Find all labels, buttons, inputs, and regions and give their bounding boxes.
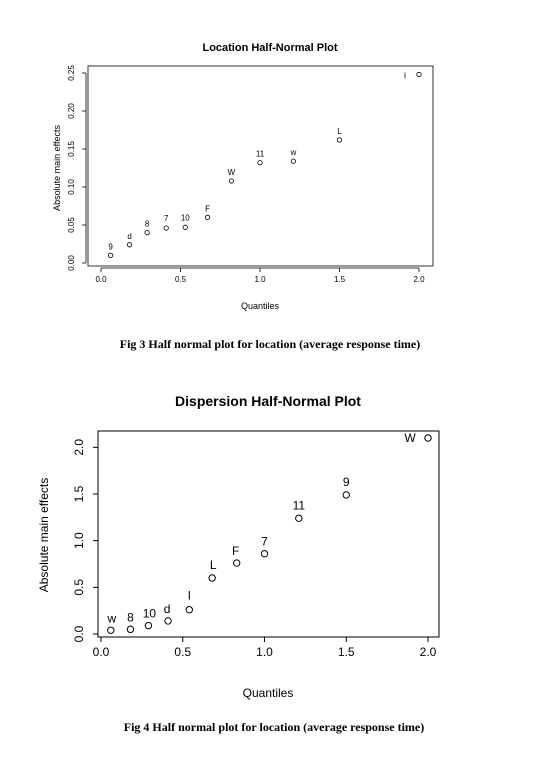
chart1-x-axis: 0.0 0.5 1.0 1.5 2.0 <box>95 267 425 284</box>
chart2-y-tick-label: 0.0 <box>72 625 86 642</box>
chart2-data-point <box>342 491 350 499</box>
chart1-data-point <box>416 71 422 78</box>
chart1-data-point <box>127 242 133 248</box>
chart2-point-label: d <box>164 602 171 616</box>
chart2-title: Dispersion Half-Normal Plot <box>175 393 361 409</box>
chart1-y-tick-label: 0.10 <box>67 179 76 195</box>
chart2-data-point <box>185 606 193 614</box>
chart2-point-label: F <box>232 544 239 558</box>
location-half-normal-chart: Location Half-Normal Plot 0.0 0.5 1.0 1.5 2.… <box>52 42 434 351</box>
chart2-point-label: I <box>188 589 191 603</box>
chart2-x-tick-label: 1.0 <box>256 645 273 659</box>
chart1-point-label: 9 <box>108 242 113 251</box>
chart2-y-tick-label: 2.0 <box>72 439 86 456</box>
chart1-point-label: I <box>404 72 406 81</box>
chart1-x-tick-label: 1.5 <box>334 275 346 284</box>
chart1-x-label: Quantiles <box>241 301 280 311</box>
chart2-point-label: 8 <box>127 610 134 624</box>
chart1-y-tick-label: 0.25 <box>67 65 76 81</box>
chart1-data-point <box>204 214 211 220</box>
chart1-point-label: w <box>289 148 296 157</box>
chart2-y-tick-label: 0.5 <box>72 579 86 596</box>
chart1-point-label: d <box>127 232 131 241</box>
chart1-point-label: L <box>337 127 342 136</box>
chart2-x-label: Quantiles <box>243 686 294 700</box>
chart1-data-point <box>228 178 234 184</box>
chart2-data-point <box>144 621 153 630</box>
chart2-x-axis: 0.0 0.5 1.0 1.5 2.0 <box>93 636 437 659</box>
chart2-data-point <box>126 625 135 634</box>
chart2-point-label: W <box>404 431 416 445</box>
chart1-title: Location Half-Normal Plot <box>202 42 337 54</box>
chart1-y-tick-label: 0.05 <box>67 217 76 233</box>
chart1-data-point <box>290 158 296 164</box>
chart2-point-label: w <box>106 611 116 625</box>
chart2-data-point <box>260 550 269 558</box>
chart1-data-point <box>144 230 150 236</box>
chart2-data-point <box>208 574 216 582</box>
chart2-data-point <box>295 514 303 522</box>
chart1-plot-frame <box>87 65 434 267</box>
chart1-point-label: 8 <box>145 220 150 229</box>
chart1-point-label: 7 <box>164 214 169 223</box>
chart1-point-label: 11 <box>256 150 265 159</box>
chart2-point-label: 7 <box>261 535 268 549</box>
chart2-points: w 8 10 d I L F 7 11 9 W <box>106 431 432 634</box>
chart2-data-point <box>164 617 172 625</box>
chart1-data-point <box>107 252 114 258</box>
chart2-point-label: 11 <box>293 498 306 512</box>
chart1-points: 9 d 8 7 10 F W 11 w L I <box>107 71 422 258</box>
chart1-point-label: F <box>205 204 210 213</box>
chart1-y-tick-label: 0.15 <box>67 141 76 157</box>
chart1-y-tick-label: 0.00 <box>67 255 76 271</box>
chart2-data-point <box>107 626 115 634</box>
chart2-point-label: L <box>210 558 217 572</box>
chart1-x-tick-label: 0.5 <box>175 275 187 284</box>
chart2-y-label: Absolute main effects <box>37 478 51 593</box>
chart2-point-label: 10 <box>143 607 157 621</box>
chart2-x-tick-label: 2.0 <box>420 645 437 659</box>
chart2-data-point <box>233 559 241 567</box>
chart2-y-tick-label: 1.0 <box>72 532 86 549</box>
chart1-data-point <box>163 225 169 231</box>
chart1-data-point <box>336 137 343 143</box>
chart2-y-axis: 0.0 0.5 1.0 1.5 2.0 <box>72 439 99 642</box>
chart1-data-point <box>257 160 263 166</box>
chart1-caption: Fig 3 Half normal plot for location (ave… <box>120 337 421 351</box>
chart1-y-axis: 0.00 0.05 0.10 0.15 0.20 0.25 <box>67 65 87 271</box>
chart2-caption: Fig 4 Half normal plot for location (ave… <box>124 720 425 734</box>
chart2-data-point <box>424 434 432 442</box>
chart2-point-label: 9 <box>343 475 350 489</box>
chart2-x-tick-label: 0.0 <box>93 645 110 659</box>
chart1-data-point <box>182 224 188 230</box>
chart2-x-tick-label: 1.5 <box>338 645 355 659</box>
chart1-x-tick-label: 2.0 <box>413 275 425 284</box>
chart1-y-tick-label: 0.20 <box>67 103 76 119</box>
chart1-point-label: W <box>228 168 236 177</box>
chart2-x-tick-label: 0.5 <box>174 645 191 659</box>
chart1-y-label: Absolute main effects <box>52 125 62 211</box>
chart1-x-tick-label: 0.0 <box>95 275 107 284</box>
dispersion-half-normal-chart: Dispersion Half-Normal Plot 0.0 0.5 1.0 1.5… <box>37 393 440 734</box>
chart2-y-tick-label: 1.5 <box>72 485 86 502</box>
chart1-point-label: 10 <box>181 213 190 222</box>
chart1-x-tick-label: 1.0 <box>254 275 266 284</box>
